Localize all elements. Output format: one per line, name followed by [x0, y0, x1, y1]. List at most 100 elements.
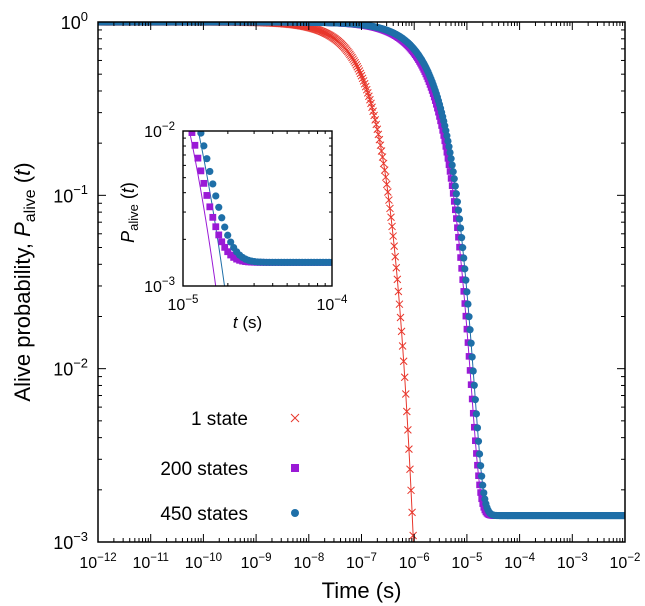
- series-2-point: [462, 276, 470, 284]
- x-tick-label-base: 10: [557, 555, 575, 572]
- series-2-point: [467, 339, 475, 347]
- y-tick-label-base: 10: [53, 186, 73, 206]
- x-tick-label: 10−3: [557, 552, 588, 572]
- inset-series-0-point: [197, 167, 205, 175]
- inset-series-1-point: [179, 59, 186, 66]
- series-2-point: [446, 148, 454, 157]
- series-2-point: [451, 182, 459, 190]
- inset-series-0-point: [209, 213, 217, 221]
- y-axis-label: Alive probability, Palive (t): [10, 162, 39, 401]
- x-tick-label: 10−7: [346, 552, 377, 572]
- series-2-point: [480, 489, 488, 497]
- legend-marker: [291, 509, 299, 517]
- series-2-point: [452, 190, 460, 198]
- series-0-point: [407, 486, 415, 495]
- series-0-point: [402, 407, 411, 416]
- inset-x-tick-label: 10−4: [317, 294, 349, 314]
- y-tick-label: 100: [61, 9, 88, 33]
- series-0-point: [351, 58, 360, 67]
- series-0-point: [358, 74, 367, 83]
- inset-series-0-point: [191, 141, 199, 149]
- x-tick-label-exponent: −2: [627, 552, 640, 564]
- series-0-point: [406, 465, 414, 474]
- series-0-point: [390, 242, 399, 251]
- series-2-point: [464, 300, 472, 308]
- x-tick-label-base: 10: [399, 555, 417, 572]
- inset-y-tick-label: 10−2: [144, 121, 175, 141]
- x-tick-label: 10−11: [132, 552, 168, 572]
- series-0-point: [383, 188, 392, 196]
- y-axis-label-arg: t: [10, 169, 35, 176]
- inset-series-1-point: [197, 131, 205, 137]
- y-tick-label: 10−1: [53, 182, 88, 206]
- inset-y-tick-label: 10−3: [144, 276, 175, 296]
- inset-series-1-point: [200, 142, 208, 150]
- inset-series-0-point: [212, 223, 220, 231]
- x-tick-label-exponent: −12: [97, 552, 117, 564]
- x-tick-label-exponent: −10: [203, 552, 223, 564]
- series-2-point: [473, 424, 482, 432]
- series-0-point: [350, 57, 358, 65]
- series-0-point: [405, 445, 413, 453]
- series-0-point: [404, 426, 412, 434]
- inset-series-1-point: [185, 81, 192, 88]
- y-tick-label-base: 10: [53, 533, 73, 553]
- series-0-point: [398, 342, 407, 350]
- x-tick-label-exponent: −4: [522, 552, 536, 564]
- series-2-point: [448, 161, 456, 169]
- inset-series-1-point: [221, 223, 229, 231]
- series-0-point: [352, 60, 361, 69]
- y-tick-label: 10−3: [53, 529, 88, 553]
- series-2-point: [458, 234, 466, 242]
- series-2-point: [460, 254, 468, 262]
- inset-x-label-unit: (s): [238, 313, 263, 332]
- y-tick-label-exponent: −2: [73, 356, 88, 371]
- legend-label: 450 states: [160, 504, 248, 525]
- x-tick-label: 10−5: [451, 552, 482, 572]
- series-0-point: [394, 287, 403, 296]
- x-tick-label-exponent: −9: [258, 552, 271, 564]
- series-0-point: [408, 508, 416, 517]
- inset-x-tick-label-base: 10: [317, 297, 335, 314]
- legend-marker: [291, 464, 299, 472]
- x-tick-label-exponent: −8: [311, 552, 324, 564]
- inset-series-1-point: [227, 238, 235, 246]
- inset-y-label-var: P: [118, 231, 138, 243]
- x-tick-label: 10−4: [504, 552, 536, 572]
- series-0-point: [354, 64, 363, 73]
- series-2-point: [453, 198, 462, 206]
- inset-series-1-point: [215, 203, 223, 211]
- inset-marks: [179, 59, 332, 286]
- inset-series-0-point: [218, 238, 226, 246]
- series-0-point: [399, 357, 408, 366]
- series-2-point: [463, 288, 471, 296]
- x-tick-label: 10−8: [293, 552, 324, 572]
- series-2-point: [454, 206, 463, 214]
- series-2-point: [449, 168, 457, 176]
- axis-labels: Time (s)Alive probability, Palive (t): [10, 162, 401, 603]
- series-0-point: [409, 531, 417, 540]
- series-2-point: [444, 137, 452, 145]
- series-2-point: [447, 155, 455, 163]
- series-2-point: [470, 381, 478, 389]
- y-tick-label-exponent: 0: [81, 9, 88, 24]
- inset-y-tick-label-exponent: −2: [162, 121, 175, 133]
- series-0-point: [401, 390, 410, 398]
- inset-y-tick-label-exponent: −3: [162, 276, 175, 288]
- inset-x-label: t (s): [233, 313, 262, 332]
- legend: 1 state 200 states 450 states: [160, 409, 300, 525]
- inset-series-1-point: [194, 117, 201, 124]
- inset-series-1-point: [182, 70, 189, 77]
- series-0-point: [372, 120, 381, 129]
- series-2-point: [472, 410, 480, 418]
- series-2-point: [445, 143, 453, 151]
- series-2-point: [479, 481, 487, 489]
- series-2-point: [474, 437, 483, 445]
- series-2-point: [450, 175, 458, 183]
- legend-marker: [290, 413, 300, 423]
- x-tick-label-base: 10: [79, 555, 97, 572]
- series-0-point: [387, 213, 395, 222]
- x-tick-label: 10−10: [185, 552, 222, 572]
- series-2-point: [471, 396, 479, 404]
